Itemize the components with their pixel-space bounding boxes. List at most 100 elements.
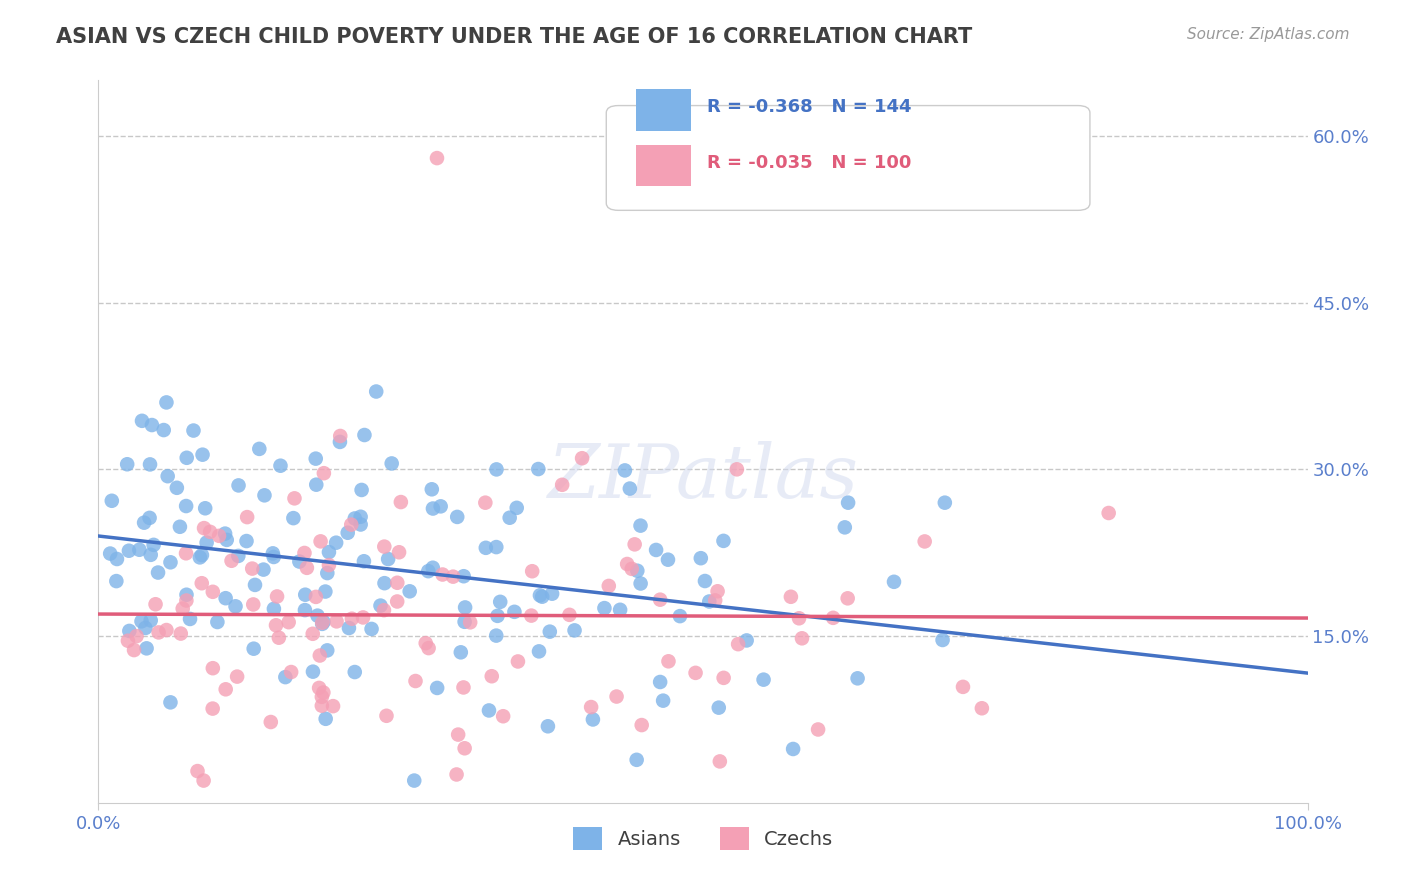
Point (311, 616, 333, 631)
Point (657, 654, 679, 668)
Point (609, 603, 631, 617)
Point (236, 510, 259, 524)
Point (208, 529, 231, 543)
Point (1098, 506, 1121, 520)
Point (263, 602, 285, 616)
Point (713, 533, 735, 548)
Point (453, 569, 475, 583)
Point (531, 590, 554, 604)
Point (148, 625, 170, 640)
Point (606, 690, 628, 704)
Point (834, 520, 856, 534)
Point (432, 567, 454, 582)
Point (283, 491, 305, 506)
Point (616, 557, 638, 571)
Point (122, 643, 145, 657)
Point (398, 584, 420, 599)
Point (312, 466, 335, 480)
Point (630, 518, 652, 533)
Point (503, 605, 526, 619)
Point (782, 742, 804, 756)
Point (453, 741, 475, 756)
Point (215, 533, 238, 547)
Point (101, 493, 124, 508)
Point (458, 615, 481, 630)
Point (506, 500, 529, 515)
Point (159, 555, 181, 569)
Point (370, 599, 392, 613)
Point (541, 587, 564, 601)
Point (307, 608, 329, 623)
Point (478, 703, 501, 717)
Point (485, 462, 508, 476)
Point (131, 414, 153, 428)
Point (176, 450, 198, 465)
Point (571, 451, 593, 466)
Point (645, 543, 668, 558)
Point (489, 595, 512, 609)
Point (305, 451, 328, 466)
Point (118, 543, 141, 558)
Point (650, 675, 672, 690)
Point (145, 597, 167, 611)
Point (174, 499, 197, 513)
Point (823, 611, 845, 625)
Point (322, 699, 344, 714)
Point (243, 578, 266, 592)
Point (343, 665, 366, 679)
Point (353, 428, 375, 442)
Point (422, 560, 444, 574)
Point (191, 448, 214, 462)
Point (485, 540, 508, 554)
Point (105, 552, 128, 566)
Point (169, 520, 191, 534)
Point (630, 576, 652, 591)
Point (620, 562, 643, 576)
Point (172, 601, 194, 615)
Point (170, 626, 193, 640)
Point (139, 613, 162, 627)
Point (454, 600, 477, 615)
Point (194, 501, 217, 516)
Point (302, 665, 325, 679)
Point (709, 755, 731, 769)
Point (931, 632, 953, 647)
Point (190, 576, 212, 591)
Point (325, 535, 347, 549)
Point (486, 608, 509, 623)
Point (138, 511, 160, 525)
Point (381, 457, 404, 471)
Point (166, 481, 188, 495)
Point (139, 458, 162, 472)
Point (221, 554, 243, 568)
Point (453, 681, 475, 695)
Point (198, 524, 221, 539)
Point (387, 575, 409, 590)
Point (558, 607, 581, 622)
Point (787, 611, 810, 625)
Point (315, 712, 337, 726)
Point (309, 534, 332, 549)
Point (422, 501, 444, 516)
Point (626, 753, 648, 767)
Point (316, 566, 339, 580)
Point (689, 551, 711, 566)
Point (883, 574, 905, 589)
Point (201, 661, 224, 675)
Point (176, 593, 198, 607)
Point (360, 622, 382, 636)
Text: ASIAN VS CZECH CHILD POVERTY UNDER THE AGE OF 16 CORRELATION CHART: ASIAN VS CZECH CHILD POVERTY UNDER THE A… (56, 27, 973, 46)
Point (340, 517, 363, 532)
Point (418, 641, 440, 656)
Point (697, 594, 720, 608)
Point (481, 669, 503, 683)
Point (311, 690, 333, 704)
Point (446, 510, 468, 524)
Point (294, 546, 316, 560)
Point (623, 537, 645, 551)
Point (294, 588, 316, 602)
Point (790, 632, 813, 646)
Point (447, 728, 470, 742)
Point (725, 462, 748, 476)
Point (314, 584, 336, 599)
